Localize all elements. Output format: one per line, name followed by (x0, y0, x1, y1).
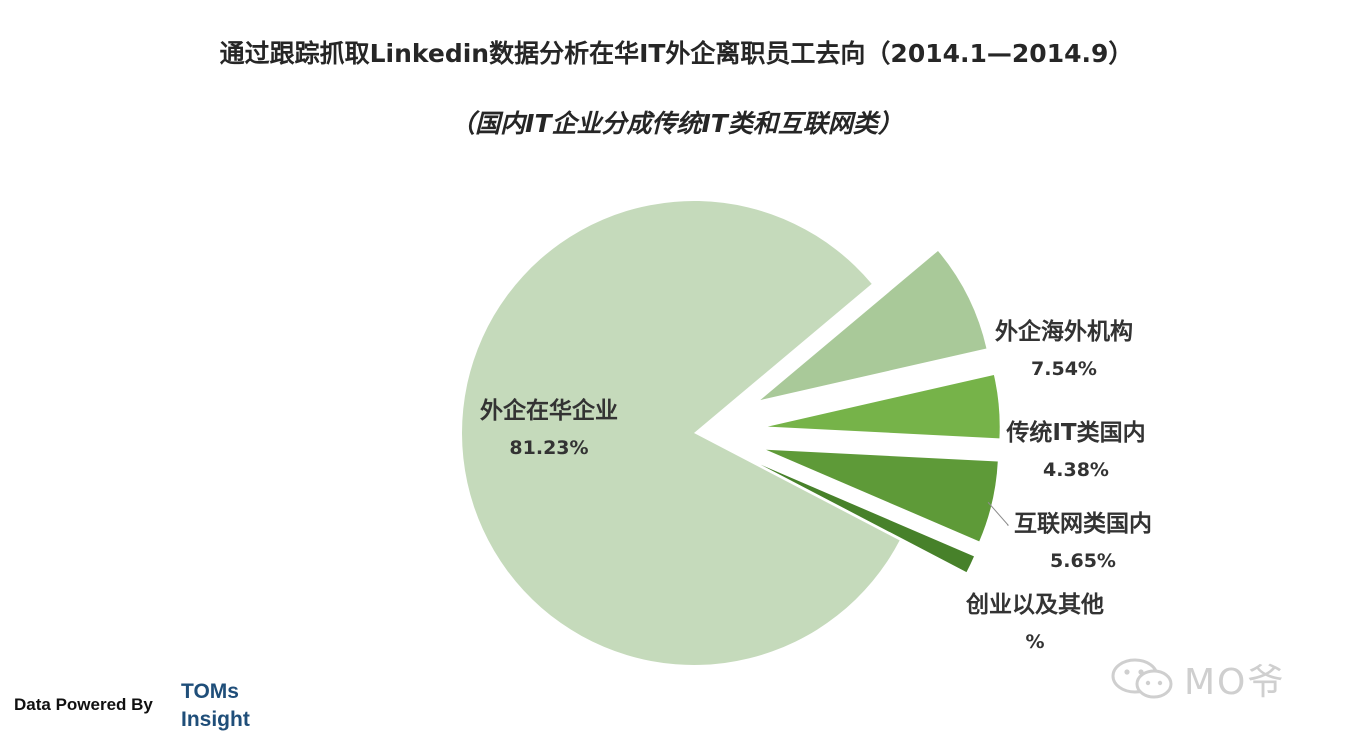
chart-title: 通过跟踪抓取Linkedin数据分析在华IT外企离职员工去向（2014.1—20… (219, 39, 1134, 68)
brand-line-2: Insight (181, 708, 250, 731)
slice-label-2: 互联网类国内 (1014, 511, 1152, 537)
leader-line (987, 501, 1010, 526)
slice-value-2: 5.65% (1050, 550, 1116, 572)
brand-line-1: TOMs (181, 680, 239, 703)
chart-subtitle: （国内IT企业分成传统IT类和互联网类） (450, 109, 903, 138)
slice-label-0: 外企海外机构 (995, 318, 1133, 345)
slice-value-0: 7.54% (1031, 358, 1097, 380)
watermark: MO爷 (1108, 656, 1318, 703)
pie-slice-3 (760, 464, 974, 573)
slice-value-3: % (1025, 631, 1044, 653)
pie-slice-0 (760, 250, 987, 401)
slice-label-3: 创业以及其他 (965, 592, 1104, 618)
slice-label-1: 传统IT类国内 (1005, 419, 1145, 446)
brand-logo: TOMs Insight (181, 678, 250, 734)
wechat-icon (1111, 658, 1173, 699)
slice-value-4: 81.23% (509, 437, 588, 459)
slice-label-4: 外企在华企业 (480, 397, 618, 424)
slice-value-1: 4.38% (1043, 459, 1109, 481)
data-powered-by: Data Powered By (14, 695, 153, 714)
pie-slice-4 (462, 201, 900, 666)
watermark-text: MO爷 (1184, 662, 1286, 703)
pie-slice-1 (767, 374, 1000, 439)
pie-slice-2 (766, 449, 998, 542)
